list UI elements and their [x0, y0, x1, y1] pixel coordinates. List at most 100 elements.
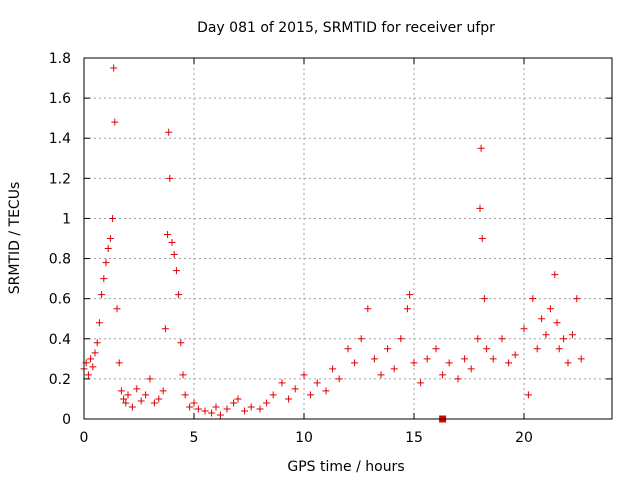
data-point [329, 365, 337, 373]
data-point [364, 305, 372, 313]
data-point [89, 363, 97, 371]
data-point [216, 411, 224, 419]
data-point [175, 291, 183, 299]
x-tick-label: 0 [80, 430, 89, 446]
data-point [113, 305, 121, 313]
data-point [390, 365, 398, 373]
data-point [384, 345, 392, 353]
data-point [256, 405, 264, 413]
y-tick-label: 0.4 [49, 332, 71, 348]
data-point [529, 295, 537, 303]
data-point [357, 335, 365, 343]
data-point [480, 295, 488, 303]
data-point [478, 235, 486, 242]
data-point [194, 405, 202, 413]
data-point [128, 403, 136, 411]
data-point [223, 405, 231, 413]
data-point [109, 214, 117, 222]
data-point [553, 319, 561, 327]
data-point [489, 355, 497, 363]
data-point [344, 345, 352, 353]
data-point [555, 345, 563, 353]
data-point [146, 375, 154, 383]
data-point [568, 331, 576, 339]
data-point [542, 331, 550, 339]
data-point [155, 395, 163, 403]
data-point [300, 371, 308, 379]
grid-layer [84, 58, 612, 419]
chart-title: Day 081 of 2015, SRMTID for receiver ufp… [197, 20, 495, 36]
data-point [84, 371, 92, 379]
data-point [322, 387, 330, 395]
data-point [577, 355, 585, 363]
y-tick-label: 1.6 [49, 91, 71, 107]
data-point [161, 325, 169, 333]
data-point [377, 371, 385, 379]
data-point [564, 359, 572, 367]
y-tick-label: 0.2 [49, 372, 71, 388]
y-tick-label: 0 [62, 412, 71, 428]
data-point [166, 174, 174, 182]
data-point [263, 399, 271, 407]
data-point [278, 379, 286, 387]
data-point [115, 359, 123, 367]
data-point [498, 335, 506, 343]
y-tick-label: 1.8 [49, 51, 71, 67]
x-tick-label: 20 [515, 430, 533, 446]
data-point [546, 305, 554, 313]
data-point [474, 335, 482, 343]
data-point [111, 118, 119, 126]
data-point [423, 355, 431, 363]
data-point [307, 391, 315, 399]
data-point [247, 403, 255, 411]
data-point [181, 391, 189, 399]
points-layer [80, 64, 585, 423]
data-point [201, 407, 209, 415]
data-point [241, 407, 249, 415]
data-point [168, 239, 176, 247]
data-point [170, 251, 178, 259]
data-point [120, 395, 128, 403]
data-point [190, 399, 198, 407]
data-point [230, 399, 238, 407]
y-tick-label: 1 [62, 211, 71, 227]
data-point [95, 319, 103, 327]
y-tick-label: 1.2 [49, 171, 71, 187]
data-point [234, 395, 242, 403]
data-point [551, 271, 559, 279]
x-tick-label: 5 [190, 430, 199, 446]
data-point [133, 385, 141, 393]
data-point [461, 355, 469, 363]
data-point [98, 291, 106, 299]
data-point [104, 245, 112, 253]
data-point [165, 128, 173, 136]
data-point [159, 387, 167, 395]
data-point [335, 375, 343, 383]
data-point [93, 339, 101, 347]
y-tick-label: 0.6 [49, 292, 71, 308]
data-point [186, 403, 194, 411]
data-point [106, 235, 114, 242]
data-point [467, 365, 475, 373]
data-point [142, 391, 150, 399]
data-point [417, 379, 425, 387]
data-point [150, 399, 158, 407]
data-point [524, 391, 532, 399]
data-point [538, 315, 546, 323]
data-point [533, 345, 541, 353]
data-point [91, 349, 99, 357]
data-point [87, 355, 95, 363]
data-point [117, 387, 125, 395]
y-axis-label: SRMTID / TECUs [7, 182, 23, 295]
data-point [212, 403, 220, 411]
data-point [122, 399, 130, 407]
data-point [432, 345, 440, 353]
data-point [269, 391, 277, 399]
tick-layer: 0 5 10 15 20 0 0.2 0.4 0.6 0.8 1 1.2 1.4 1.6 1.8 [49, 51, 612, 446]
data-point [520, 325, 528, 333]
data-point [351, 359, 359, 367]
data-point [177, 339, 185, 347]
plot-frame [83, 57, 613, 420]
data-point [439, 371, 447, 379]
data-point [124, 391, 132, 399]
